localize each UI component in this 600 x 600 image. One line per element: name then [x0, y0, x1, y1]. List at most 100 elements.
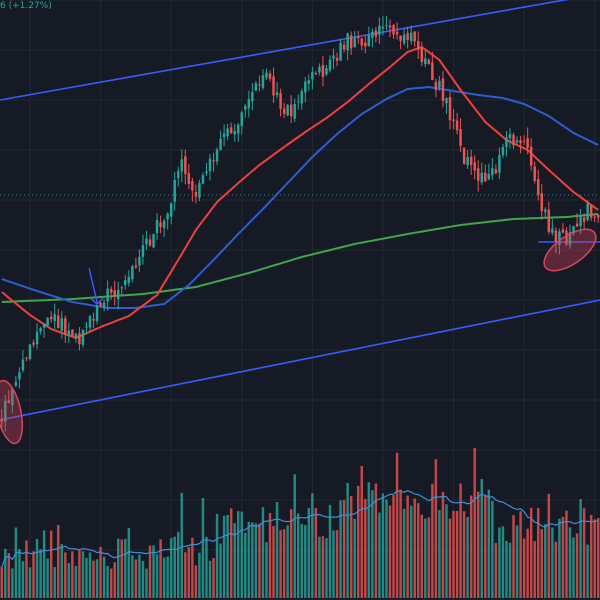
candle-body: [187, 173, 191, 184]
volume-bar: [212, 557, 215, 598]
candle-body: [388, 25, 392, 28]
volume-bar: [515, 525, 519, 598]
volume-bar: [95, 559, 99, 598]
candle-body: [357, 36, 360, 39]
candle-body: [512, 134, 515, 146]
candle-body: [487, 173, 491, 180]
candle-body: [49, 316, 53, 320]
candle-body: [455, 120, 459, 131]
volume-bar: [519, 511, 522, 598]
volume-bar: [138, 554, 141, 598]
candle-body: [46, 317, 49, 326]
candle-body: [364, 42, 367, 47]
candle-body: [572, 226, 575, 234]
candle-body: [74, 333, 78, 339]
volume-bar: [177, 531, 180, 598]
candle-body: [205, 171, 208, 174]
candle-body: [526, 138, 529, 148]
volume-bar: [25, 540, 28, 598]
candle-body: [212, 160, 215, 162]
volume-bar: [558, 518, 561, 598]
volume-bar: [251, 522, 254, 598]
candle-body: [177, 170, 180, 179]
volume-bar: [367, 482, 371, 598]
candle-body: [374, 30, 378, 37]
volume-bar: [332, 530, 335, 598]
candle-body: [198, 183, 201, 198]
volume-bars: [0, 448, 600, 598]
candle-body: [229, 127, 233, 134]
volume-bar: [551, 527, 554, 598]
candle-body: [321, 65, 325, 77]
candle-body: [25, 357, 28, 359]
candle-body: [445, 98, 448, 104]
candle-body: [289, 104, 293, 117]
volume-bar: [28, 567, 32, 598]
highlight-ellipse-left: [0, 379, 24, 445]
volume-bar: [173, 536, 176, 598]
candle-body: [360, 38, 363, 46]
volume-bar: [544, 524, 547, 598]
volume-bar: [117, 538, 120, 598]
candle-body: [14, 382, 18, 386]
candle-body: [498, 155, 501, 173]
candle-body: [402, 34, 406, 44]
volume-bar: [364, 499, 367, 598]
volume-bar: [39, 549, 42, 598]
candle-body: [420, 47, 423, 62]
volume-bar: [349, 495, 353, 598]
signal-arrow-icon: [88, 268, 98, 303]
candle-body: [109, 288, 113, 293]
candle-body: [314, 73, 318, 75]
volume-bar: [57, 525, 60, 598]
candle-body: [81, 329, 85, 345]
volume-bar: [233, 523, 236, 598]
candle-body: [18, 372, 21, 380]
candle-body: [452, 119, 455, 121]
channel-upper-line: [0, 0, 569, 101]
volume-bar: [484, 495, 487, 598]
volume-bar: [215, 513, 219, 598]
candle-body: [95, 305, 99, 321]
candle-body: [35, 331, 39, 345]
volume-bar: [159, 539, 162, 598]
candle-body: [42, 323, 46, 328]
candle-body: [0, 418, 3, 422]
highlight-ellipse-right: [543, 228, 597, 272]
candle-body: [515, 140, 519, 143]
volume-bar: [505, 540, 508, 598]
volume-bar: [21, 561, 25, 598]
volume-bar: [424, 518, 427, 598]
candle-body: [424, 58, 427, 65]
volume-bar: [4, 548, 7, 598]
volume-bar: [537, 508, 540, 598]
candle-body: [568, 231, 572, 246]
price-candles: [0, 16, 600, 432]
volume-bar: [360, 465, 363, 598]
volume-bar: [42, 530, 46, 598]
candle-body: [342, 44, 346, 50]
candle-body: [67, 330, 71, 337]
candle-body: [335, 57, 339, 61]
price-change-label: 6 (+1.27%): [0, 1, 52, 11]
volume-bar: [78, 549, 81, 598]
volume-bar: [378, 512, 381, 598]
candle-body: [378, 25, 381, 35]
volume-bar: [53, 567, 56, 598]
volume-bar: [409, 505, 413, 598]
volume-bar: [169, 538, 173, 598]
volume-bar: [35, 539, 39, 598]
volume-bar: [11, 568, 14, 598]
volume-bar: [7, 553, 11, 598]
volume-bar: [282, 529, 286, 598]
candle-body: [434, 82, 438, 91]
volume-bar: [219, 543, 222, 598]
candle-body: [237, 124, 240, 134]
volume-bar: [71, 551, 74, 598]
candle-body: [244, 105, 247, 110]
volume-bar: [381, 493, 385, 598]
volume-bar: [582, 508, 586, 598]
volume-bar: [371, 490, 374, 598]
candle-body: [318, 66, 321, 73]
candle-body: [395, 31, 399, 35]
